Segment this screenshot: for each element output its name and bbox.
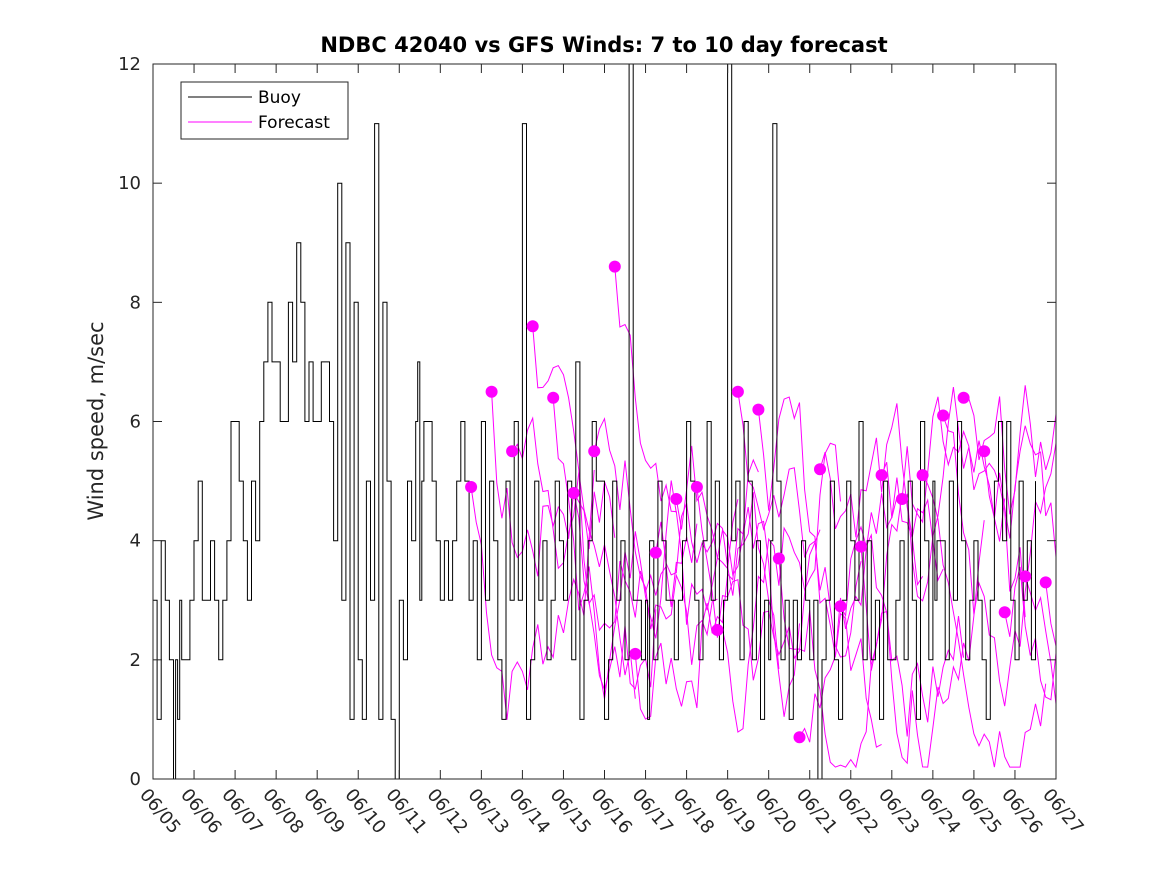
forecast-line: [1004, 566, 1057, 701]
forecast-line: [819, 403, 944, 582]
forecast-line: [511, 416, 636, 699]
forecast-line: [532, 326, 657, 692]
x-tick-label: 06/16: [587, 785, 636, 838]
forecast-line: [1045, 582, 1057, 647]
x-tick-label: 06/24: [915, 785, 964, 838]
forecast-line: [778, 492, 903, 769]
forecast-line: [922, 474, 1047, 768]
forecast-point: [506, 445, 519, 458]
forecast-point: [567, 487, 580, 499]
x-tick-label: 06/11: [381, 785, 430, 838]
y-tick-label: 2: [130, 650, 141, 671]
forecast-lines: [470, 266, 1057, 769]
chart-title: NDBC 42040 vs GFS Winds: 7 to 10 day for…: [320, 33, 887, 57]
y-axis-label: Wind speed, m/sec: [84, 321, 108, 520]
forecast-point: [690, 481, 703, 493]
forecast-line: [634, 458, 759, 720]
forecast-point: [465, 481, 478, 493]
x-tick-label: 06/12: [422, 785, 471, 838]
y-tick-label: 8: [130, 292, 141, 313]
forecast-line: [860, 520, 985, 768]
forecast-point: [485, 385, 498, 398]
forecast-point: [896, 493, 909, 505]
forecast-line: [573, 492, 698, 632]
y-axis: 0 2 4 6 8 10 12: [118, 54, 1056, 790]
buoy-line: [153, 63, 1036, 780]
forecast-line: [470, 469, 595, 720]
forecast-point: [1039, 576, 1052, 589]
legend: Buoy Forecast: [180, 81, 349, 140]
x-tick-label: 06/26: [997, 785, 1046, 838]
x-tick-label: 06/21: [792, 785, 841, 838]
forecast-line: [655, 492, 780, 669]
forecast-point: [916, 469, 929, 482]
forecast-point: [731, 385, 744, 398]
forecast-line: [757, 396, 882, 748]
forecast-line: [942, 415, 1057, 707]
forecast-points: [465, 260, 1052, 744]
y-tick-label: 12: [118, 54, 141, 75]
x-tick-label: 06/27: [1038, 785, 1087, 838]
forecast-line: [675, 445, 800, 717]
x-tick-label: 06/07: [217, 785, 266, 838]
y-tick-label: 4: [130, 531, 141, 552]
x-tick-label: 06/06: [176, 785, 225, 838]
forecast-point: [875, 469, 888, 482]
forecast-point: [649, 546, 662, 559]
forecast-line: [696, 486, 821, 681]
x-tick-label: 06/08: [258, 785, 307, 838]
legend-box: [180, 81, 349, 140]
x-tick-label: 06/14: [505, 785, 554, 838]
forecast-point: [814, 463, 826, 476]
forecast-point: [711, 624, 724, 636]
x-tick-label: 06/10: [340, 785, 389, 838]
forecast-point: [526, 320, 539, 333]
forecast-line: [593, 417, 718, 665]
y-tick-label: 6: [130, 412, 141, 433]
legend-forecast-label: Forecast: [258, 113, 330, 133]
forecast-point: [793, 731, 806, 744]
x-tick-label: 06/15: [546, 785, 595, 838]
forecast-point: [998, 606, 1011, 619]
forecast-point: [1019, 570, 1032, 583]
forecast-line: [799, 477, 924, 743]
legend-buoy-label: Buoy: [258, 88, 301, 108]
buoy-series: [153, 63, 1036, 780]
forecast-line: [491, 391, 616, 577]
x-tick-label: 06/09: [299, 785, 348, 838]
x-tick-label: 06/22: [833, 785, 882, 838]
forecast-line: [717, 442, 841, 733]
x-tick-label: 06/17: [628, 785, 677, 838]
forecast-point: [855, 540, 867, 553]
forecast-point: [547, 391, 560, 404]
forecast-point: [608, 260, 621, 273]
forecast-line: [1024, 576, 1057, 704]
forecast-line: [840, 525, 965, 737]
x-tick-label: 06/05: [135, 785, 184, 838]
forecast-line: [552, 397, 677, 700]
forecast-point: [670, 493, 683, 505]
forecast-line: [983, 425, 1057, 558]
forecast-line: [963, 385, 1057, 515]
forecast-point: [957, 391, 970, 404]
y-tick-label: 0: [130, 769, 141, 790]
x-tick-label: 06/25: [956, 785, 1005, 838]
forecast-point: [629, 647, 642, 660]
forecast-point: [978, 445, 991, 458]
forecast-point: [834, 600, 847, 613]
y-tick-label: 10: [118, 173, 141, 194]
x-tick-label: 06/13: [464, 785, 513, 838]
forecast-point: [752, 403, 765, 416]
x-tick-label: 06/19: [710, 785, 759, 838]
x-tick-label: 06/20: [751, 785, 800, 838]
forecast-point: [588, 445, 601, 458]
forecast-point: [937, 409, 950, 422]
forecast-line: [737, 391, 862, 658]
x-tick-label: 06/18: [669, 785, 718, 838]
x-tick-label: 06/23: [874, 785, 923, 838]
forecast-point: [772, 552, 785, 565]
